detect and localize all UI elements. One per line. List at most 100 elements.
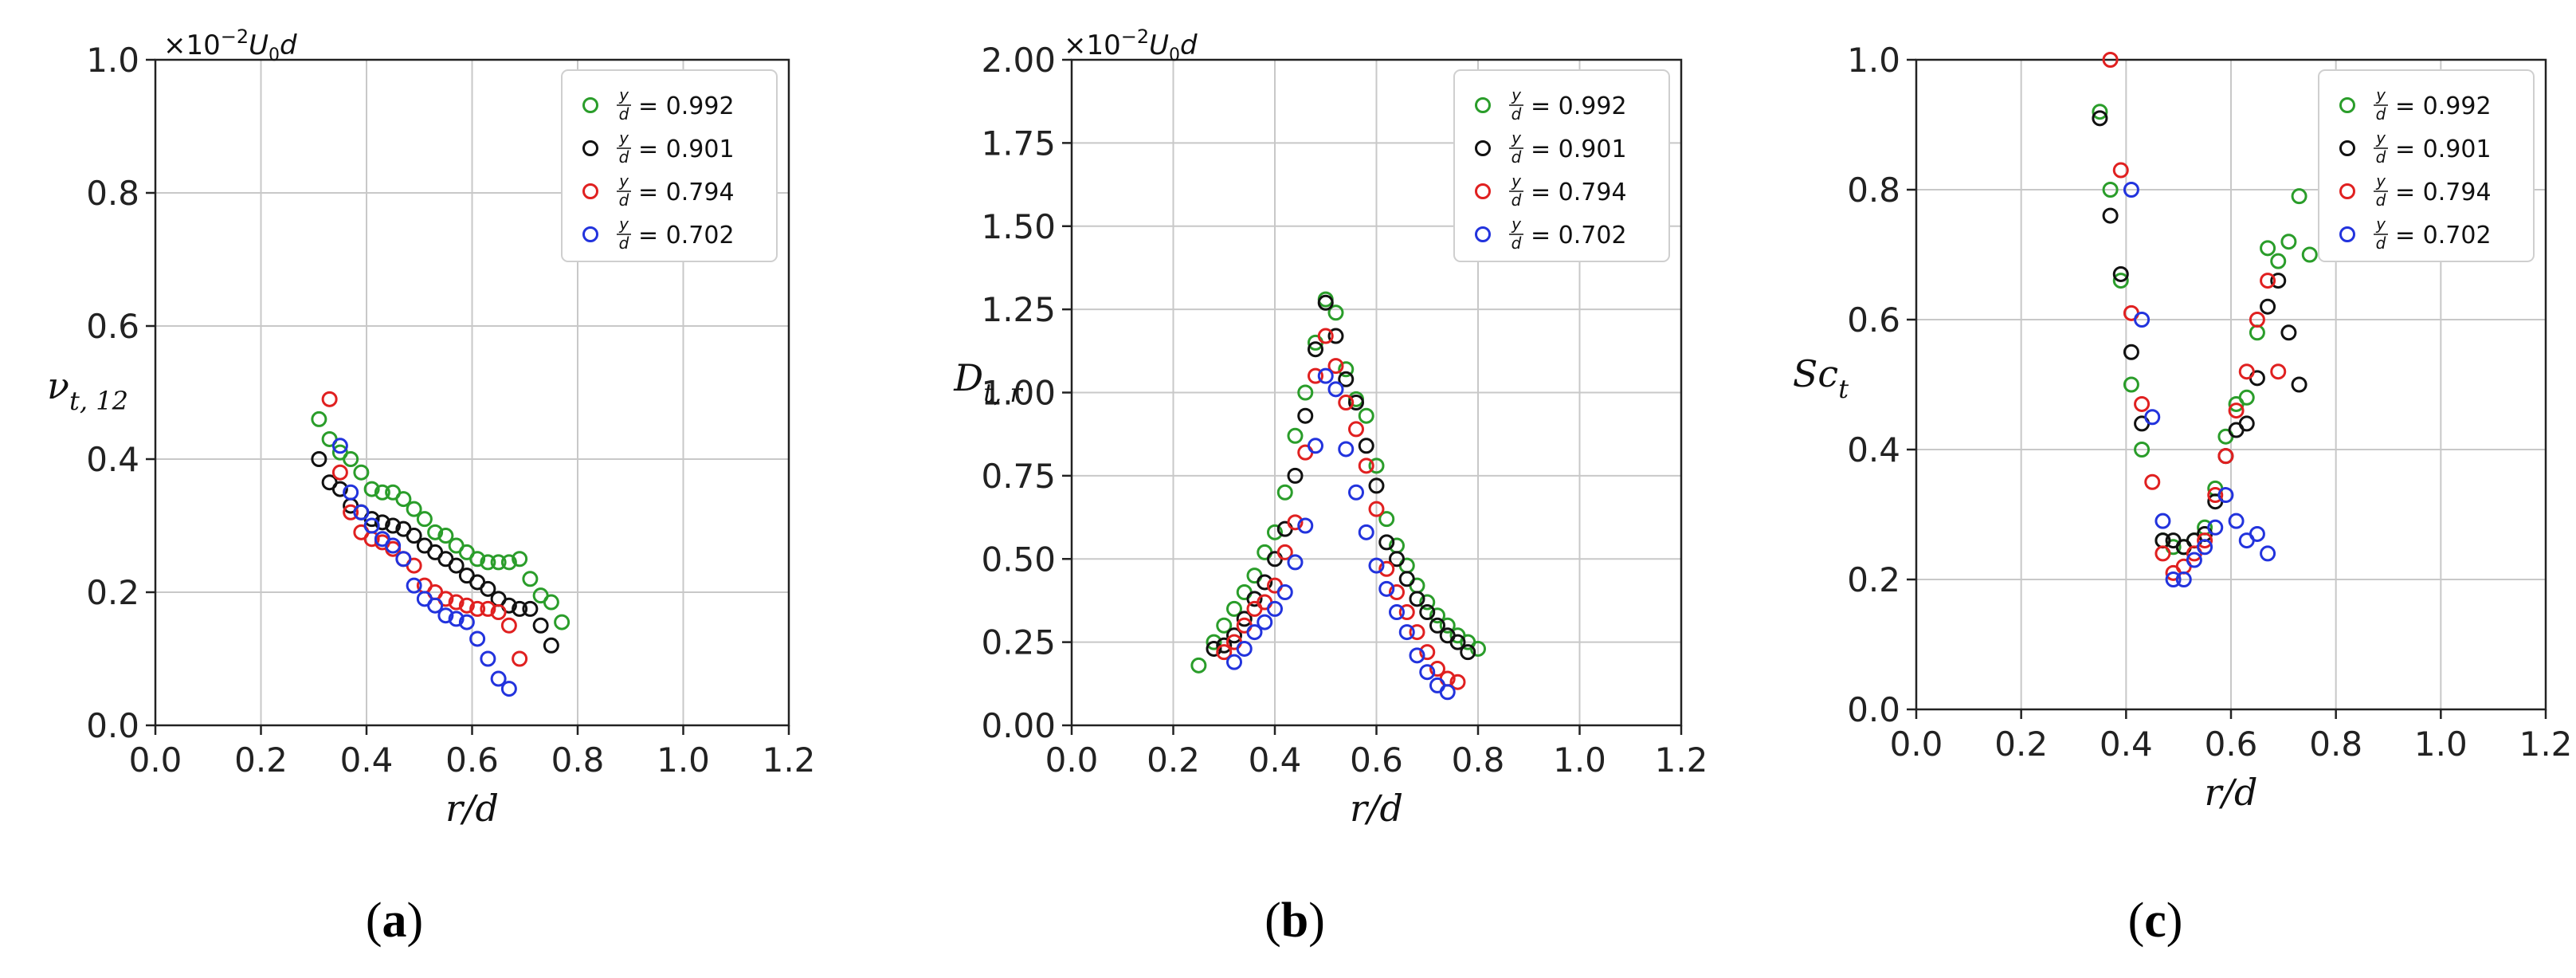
data-point [554, 614, 570, 630]
data-point [2238, 415, 2255, 432]
data-point [1338, 371, 1355, 387]
y-axis-label-sub: t, 12 [69, 386, 128, 416]
legend-fraction-denominator: d [619, 234, 629, 253]
legend-entry: yd = 0.992 [582, 85, 735, 124]
data-point [1439, 617, 1456, 634]
legend-fraction-denominator: d [2376, 190, 2386, 210]
legend-value: = 0.901 [2395, 136, 2492, 163]
x-axis-label: r/d [445, 787, 499, 830]
data-point [512, 650, 528, 667]
x-tick-label: 0.6 [1350, 740, 1403, 780]
x-tick-label: 1.2 [1655, 740, 1708, 780]
y-tick-label: 0.25 [981, 623, 1056, 662]
data-point [1358, 458, 1374, 474]
x-tick-label: 0.2 [1994, 725, 2048, 764]
data-point [2112, 273, 2129, 289]
data-point [331, 481, 348, 497]
data-point [1368, 501, 1385, 517]
y-tick-label: 0.75 [981, 457, 1056, 496]
data-point [2102, 52, 2119, 68]
data-point [1308, 341, 1323, 358]
legend-fraction-denominator: d [619, 104, 629, 124]
legend-fraction-denominator: d [1511, 104, 1522, 124]
data-point [1216, 637, 1233, 654]
data-point [385, 517, 402, 534]
x-tick-label: 1.2 [2519, 725, 2573, 764]
legend-value: = 0.992 [638, 92, 735, 120]
legend-fraction-numerator: y [2375, 85, 2386, 104]
legend-fraction-denominator: d [619, 190, 629, 210]
data-point [427, 524, 444, 540]
data-point [1419, 604, 1436, 621]
legend-fraction-denominator: d [1511, 147, 1522, 167]
data-point [1409, 624, 1425, 641]
data-point [353, 464, 370, 481]
data-point [2270, 363, 2287, 380]
data-point [1389, 584, 1405, 600]
x-tick-label: 0.8 [2309, 725, 2362, 764]
legend-fraction-denominator: d [1511, 234, 1522, 253]
data-point [469, 630, 486, 647]
data-point [2102, 182, 2119, 198]
data-point [416, 511, 433, 528]
x-tick-label: 0.4 [340, 740, 394, 780]
x-tick-label: 0.0 [129, 740, 182, 780]
plot-frame [1070, 58, 1683, 727]
x-tick-label: 0.2 [234, 740, 288, 780]
series-0.901 [1206, 294, 1476, 661]
x-tick-label: 0.8 [551, 740, 605, 780]
x-tick-label: 1.0 [1553, 740, 1606, 780]
legend-value: = 0.794 [638, 179, 735, 206]
data-point [1267, 524, 1283, 540]
data-point [1287, 427, 1304, 444]
data-point [2092, 104, 2108, 120]
x-tick-label: 0.0 [1890, 725, 1943, 764]
legend-entry: yd = 0.702 [582, 214, 735, 253]
data-point [2260, 273, 2276, 289]
data-point [331, 464, 348, 481]
legend-fraction-denominator: d [2376, 104, 2386, 124]
legend-fraction-numerator: y [2375, 128, 2386, 147]
data-point [1297, 384, 1314, 401]
y-tick-label: 0.4 [1847, 430, 1900, 469]
data-point [331, 438, 348, 454]
data-point [1317, 294, 1334, 311]
legend-value: = 0.901 [638, 136, 735, 163]
y-tick-label: 0.6 [1847, 300, 1900, 340]
legend-value: = 0.901 [1531, 136, 1627, 163]
panel-caption: (a) [366, 894, 423, 948]
data-point [1327, 381, 1344, 398]
data-point [1348, 484, 1364, 501]
legend-entry: yd = 0.794 [2339, 171, 2492, 210]
data-point [1398, 571, 1415, 587]
data-point [311, 451, 327, 467]
y-axis-label-sub: t, r [983, 378, 1023, 408]
legend-fraction-numerator: y [2375, 214, 2386, 234]
data-point [1358, 407, 1374, 424]
data-point [2217, 487, 2234, 504]
panel-caption: (b) [1264, 894, 1325, 948]
data-point [353, 504, 370, 520]
data-point [2134, 312, 2151, 328]
legend-fraction-numerator: y [618, 214, 629, 234]
legend-marker [2339, 97, 2355, 113]
data-point [1348, 395, 1364, 411]
data-point [480, 600, 496, 617]
data-point [1236, 611, 1253, 627]
legend-marker [582, 183, 598, 199]
y-tick-label: 1.75 [981, 124, 1056, 163]
data-point [512, 551, 528, 568]
x-tick-label: 1.0 [657, 740, 710, 780]
data-point [2301, 246, 2318, 263]
y-tick-label: 2.00 [981, 41, 1056, 80]
data-point [1358, 524, 1374, 540]
data-point [1470, 640, 1486, 657]
x-tick-label: 0.2 [1147, 740, 1200, 780]
data-point [1317, 328, 1334, 344]
data-point [2175, 571, 2192, 587]
data-point [1287, 467, 1304, 484]
legend-entry: yd = 0.901 [2339, 128, 2492, 167]
data-point [2217, 448, 2234, 465]
series-0.702 [1226, 367, 1456, 701]
